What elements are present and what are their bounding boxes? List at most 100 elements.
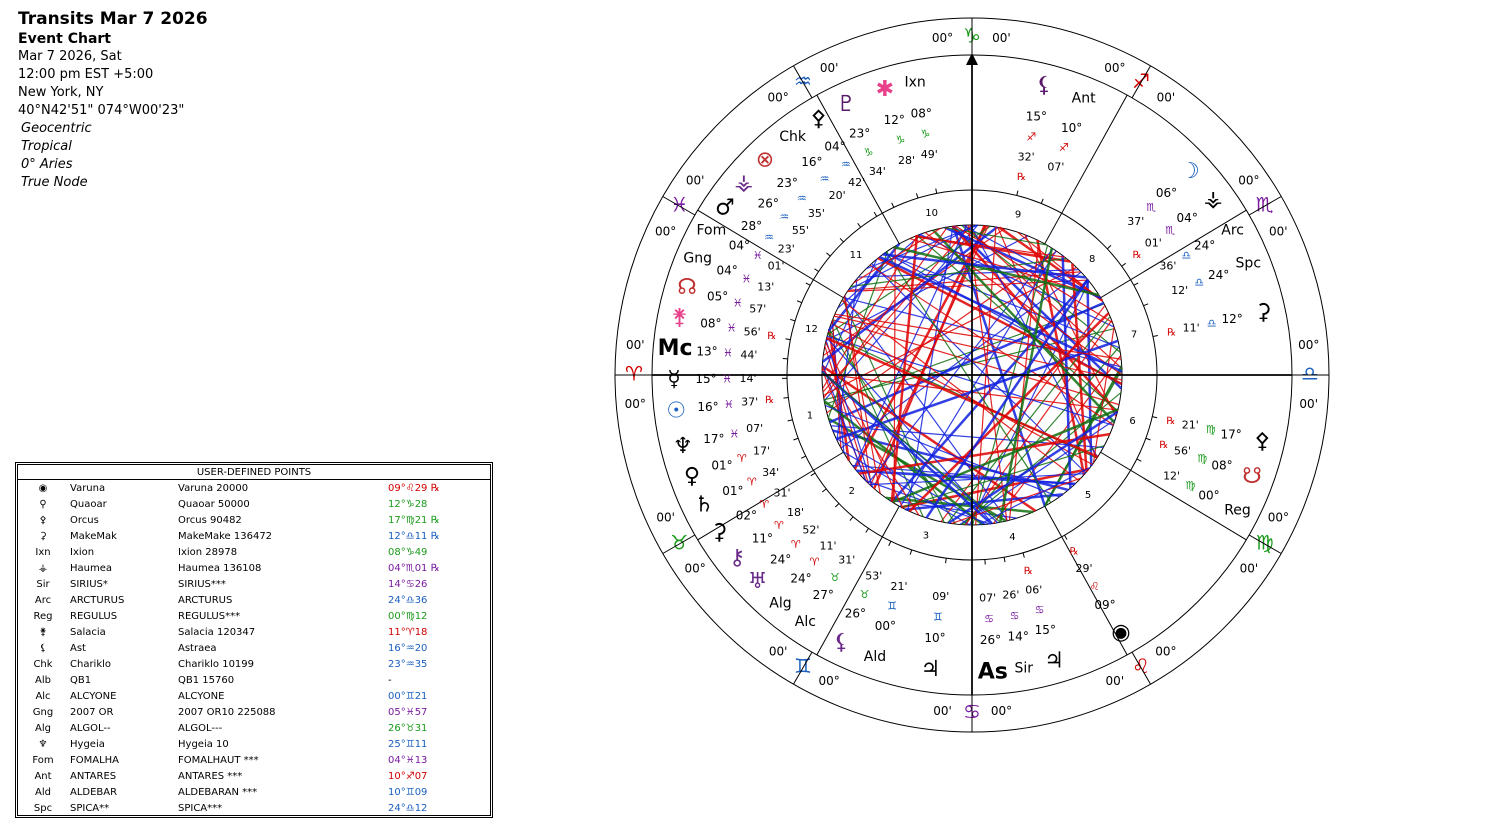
- point-abbr: Haumea: [70, 563, 112, 574]
- point-symbol: ♆: [39, 739, 48, 750]
- aspect-line: [914, 235, 1065, 258]
- planet-degree: 15°: [1035, 623, 1056, 637]
- point-position: 12°♑28: [388, 499, 427, 510]
- point-symbol: ⚲: [39, 499, 46, 510]
- point-symbol: ⚵: [39, 627, 46, 638]
- point-abbr: Varuna: [70, 483, 105, 494]
- planet-minute: 34': [869, 165, 886, 178]
- cusp-degree: 00°: [1268, 510, 1289, 524]
- cusp-minute: 00': [1157, 91, 1176, 105]
- point-abbr: ARCTURUS: [70, 595, 124, 606]
- planet-glyph: ⚴: [810, 107, 826, 132]
- house-cusp: [697, 451, 844, 541]
- planet-minute: 37': [1127, 215, 1144, 228]
- planet-glyph: Mc: [658, 336, 693, 361]
- point-name: QB1 15760: [178, 675, 234, 686]
- point-name: ALGOL---: [178, 723, 223, 734]
- point-abbr: REGULUS: [70, 611, 117, 622]
- planet-glyph: As: [978, 659, 1008, 684]
- point-name: Hygeia 10: [178, 739, 229, 750]
- cusp-minute: 00': [1269, 225, 1288, 239]
- planet-glyph: ◉: [1111, 620, 1130, 645]
- planet-degree: 08°: [700, 317, 721, 331]
- point-abbr: Ixion: [70, 547, 94, 558]
- aspect-line: [842, 298, 945, 523]
- sign-cusp: [1131, 651, 1151, 685]
- sign-cusp: [793, 651, 813, 685]
- planet-glyph: Arc: [1221, 223, 1244, 239]
- aspect-line: [830, 322, 1093, 466]
- planet-degree: 15°: [695, 372, 716, 386]
- planet-glyph: ♂: [715, 195, 735, 220]
- planet-tick: [1016, 190, 1019, 196]
- aspect-line: [825, 340, 874, 488]
- point-position: 24°♎36: [388, 595, 427, 606]
- point-abbr: Orcus: [70, 515, 99, 526]
- planet-degree: 00°: [1198, 488, 1219, 502]
- aspect-line: [853, 227, 941, 284]
- planet-sign: ♑: [895, 134, 905, 147]
- planet-degree: 27°: [813, 588, 834, 602]
- point-symbol: ⚸: [39, 643, 46, 654]
- aspect-line: [823, 399, 984, 526]
- title: Transits Mar 7 2026: [18, 9, 208, 29]
- sign-cusp: [662, 534, 696, 554]
- aspect-line: [824, 404, 1060, 498]
- planet-glyph: Gng: [683, 251, 712, 267]
- table-border: [15, 462, 493, 818]
- planet-degree: 26°: [980, 633, 1001, 647]
- planet-tick: [935, 188, 938, 194]
- planet-glyph: Alc: [795, 614, 816, 630]
- planet-degree: 06°: [1156, 186, 1177, 200]
- point-symbol: Chk: [33, 659, 52, 670]
- point-name: Orcus 90482: [178, 515, 242, 526]
- planet-minute: 11': [1183, 321, 1200, 334]
- aspect-line: [821, 363, 867, 481]
- planet-degree: 12°: [1222, 312, 1243, 326]
- planet-degree: 02°: [736, 508, 757, 522]
- planet-minute: 09': [932, 590, 949, 603]
- cusp-minute: 00': [933, 704, 952, 718]
- planet-sign: ♒: [797, 192, 807, 205]
- planet-glyph: ♃: [1044, 648, 1064, 673]
- sign-glyph: ♓: [670, 193, 688, 217]
- planet-sign: ♏: [1165, 224, 1175, 237]
- planet-minute: 06': [1025, 583, 1042, 596]
- aspect-line: [947, 410, 1119, 525]
- planet-tick: [888, 541, 892, 546]
- planet-glyph: ♃: [921, 657, 941, 682]
- point-abbr: MakeMak: [70, 531, 117, 542]
- aspect-line: [947, 316, 1111, 524]
- aspect-line: [850, 257, 1067, 288]
- planet-glyph: ⚳: [711, 520, 727, 545]
- planet-minute: 01': [768, 259, 785, 272]
- planet-tick: [826, 252, 831, 257]
- point-symbol: Arc: [35, 595, 51, 606]
- aspect-line: [978, 467, 1091, 526]
- point-position: 00°♍12: [388, 611, 427, 622]
- planet-tick: [793, 437, 799, 441]
- planet-sign: ♓: [727, 321, 737, 334]
- planet-degree: 01°: [711, 458, 732, 472]
- setting: 0° Aries: [21, 157, 73, 172]
- planet-minute: 32': [1018, 151, 1035, 164]
- planet-sign: ♓: [742, 272, 752, 285]
- planet-tick: [821, 488, 827, 493]
- point-abbr: Hygeia: [70, 739, 105, 750]
- planet-degree: 16°: [801, 155, 822, 169]
- planet-sign: ♈: [774, 519, 784, 532]
- point-position: 00°♊21: [388, 691, 427, 702]
- aspect-line: [865, 479, 990, 525]
- planet-glyph: ♄: [694, 493, 714, 518]
- house-number: 5: [1085, 490, 1091, 501]
- planet-minute: 42': [848, 176, 865, 189]
- planet-tick: [915, 193, 919, 199]
- aspect-line: [968, 280, 1090, 526]
- aspect-line: [998, 247, 1054, 523]
- point-symbol: Gng: [33, 707, 53, 718]
- aspect-line: [951, 477, 1082, 525]
- cusp-degree: 00°: [625, 397, 646, 411]
- planet-minute: 14': [740, 372, 757, 385]
- point-name: Ixion 28978: [178, 547, 237, 558]
